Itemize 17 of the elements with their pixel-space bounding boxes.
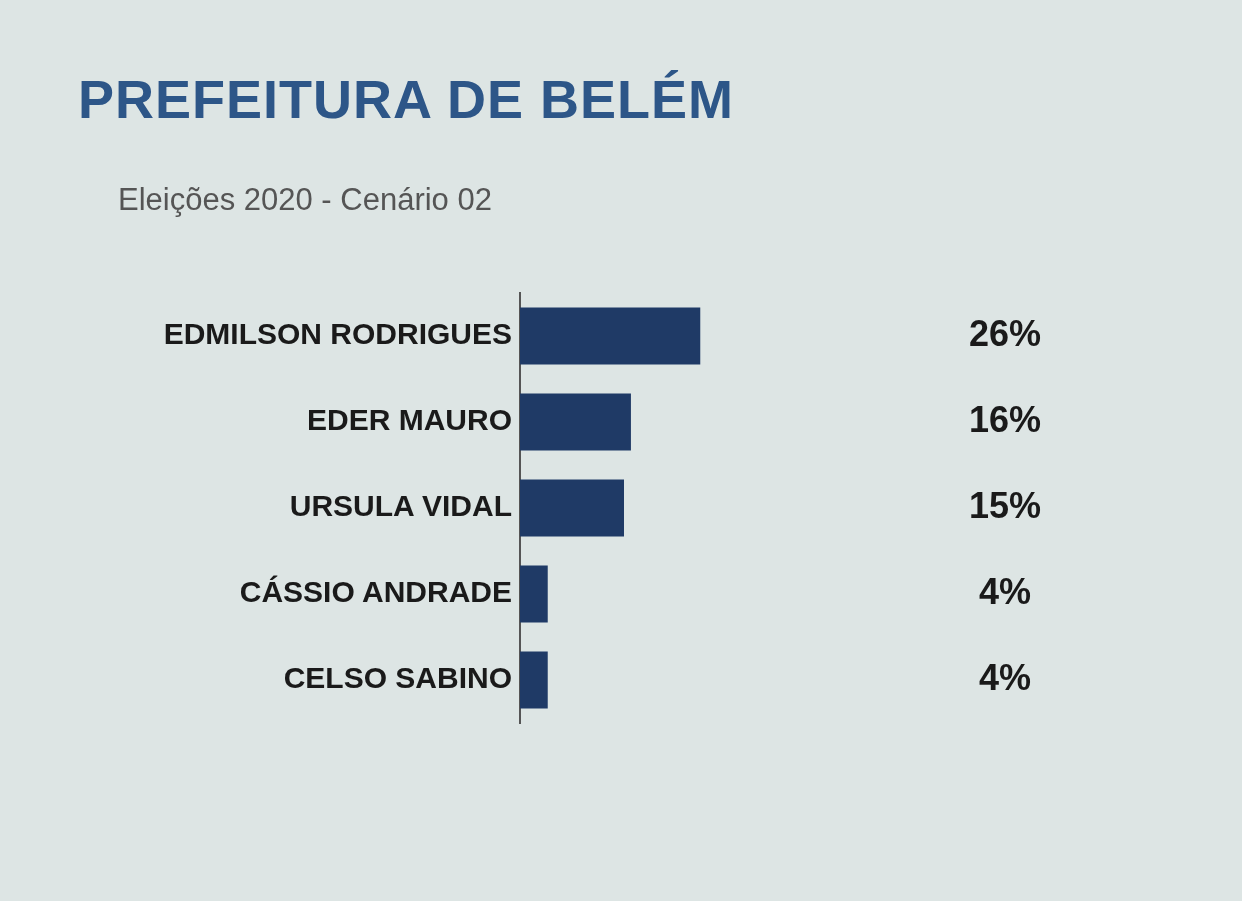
bar — [520, 479, 624, 537]
chart-title: PREFEITURA DE BELÉM — [78, 68, 735, 130]
data-label: 4% — [978, 570, 1032, 612]
bar — [520, 393, 631, 451]
data-label: 4% — [978, 656, 1032, 698]
y-tick-label: EDMILSON RODRIGUES — [163, 317, 512, 351]
data-label: 26% — [968, 312, 1042, 354]
y-tick-label: EDER MAURO — [306, 403, 512, 437]
y-tick-label: URSULA VIDAL — [289, 489, 512, 523]
y-tick-label: CELSO SABINO — [283, 661, 512, 695]
bar — [520, 307, 701, 365]
data-label: 16% — [968, 398, 1042, 440]
y-tick-label: CÁSSIO ANDRADE — [239, 575, 512, 609]
bar — [520, 565, 548, 623]
chart-subtitle: Eleições 2020 - Cenário 02 — [118, 182, 492, 218]
data-label: 15% — [968, 484, 1042, 526]
bar — [520, 651, 548, 709]
